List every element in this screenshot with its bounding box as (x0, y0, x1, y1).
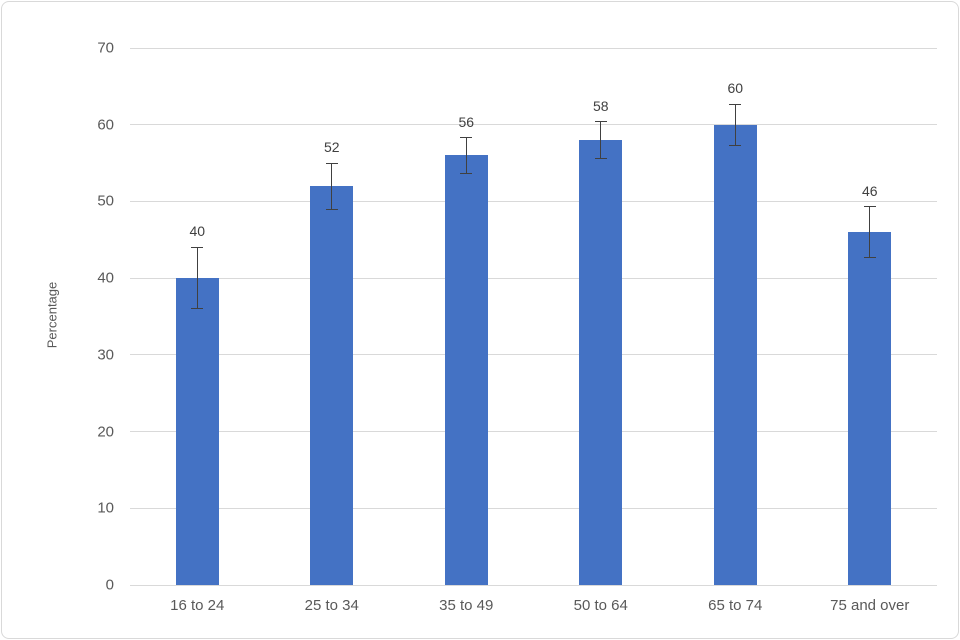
plot-area: 0 10 20 30 40 50 60 70 40 16 to 24 52 25 to 34 56 35 … (97, 41, 937, 614)
error-bar-line (196, 247, 198, 309)
gridline (130, 124, 937, 126)
y-tick-label: 10 (97, 499, 114, 517)
y-tick-label: 0 (105, 576, 114, 594)
data-label: 46 (861, 182, 878, 199)
error-bar-cap-top (191, 246, 204, 248)
y-tick-label: 30 (97, 346, 114, 364)
error-bar-cap-top (729, 103, 742, 105)
data-label: 56 (458, 113, 475, 130)
y-tick-label: 70 (97, 39, 114, 57)
y-tick-label: 40 (97, 269, 114, 287)
x-category-label: 75 and over (830, 597, 910, 614)
data-label: 60 (727, 80, 744, 96)
bar (175, 278, 219, 585)
bar (579, 140, 623, 585)
y-tick-label: 20 (97, 423, 114, 441)
x-category-label: 16 to 24 (170, 597, 225, 614)
gridline (130, 277, 937, 279)
error-bar-cap-top (460, 137, 473, 139)
gridline (130, 584, 937, 586)
error-bar-line (734, 104, 736, 146)
error-bar-line (331, 163, 333, 210)
data-label: 52 (323, 139, 340, 156)
gridline (130, 200, 937, 202)
error-bar-cap-top (325, 162, 338, 164)
y-axis-title: Percentage (44, 281, 60, 349)
error-bar-cap-top (594, 121, 607, 123)
bar (848, 232, 892, 585)
error-bar-cap-bottom (325, 208, 338, 210)
error-bar-line (465, 137, 467, 174)
error-bar-line (869, 206, 871, 258)
gridline (130, 507, 937, 509)
error-bar-line (600, 121, 602, 159)
error-bar-cap-bottom (729, 144, 742, 146)
gridline (130, 431, 937, 433)
data-label: 40 (189, 223, 206, 240)
gridline (130, 354, 937, 356)
bar (444, 155, 488, 585)
error-bar-cap-bottom (863, 256, 876, 258)
error-bar-cap-bottom (460, 172, 473, 174)
error-bar-cap-top (863, 206, 876, 208)
bar (310, 186, 354, 585)
y-tick-label: 50 (97, 192, 114, 210)
bar (713, 124, 757, 585)
x-category-label: 50 to 64 (573, 597, 628, 614)
x-category-label: 35 to 49 (439, 597, 494, 614)
data-label: 58 (592, 97, 609, 114)
error-bar-cap-bottom (191, 308, 204, 310)
error-bar-cap-bottom (594, 157, 607, 159)
x-category-label: 65 to 74 (708, 597, 763, 614)
gridline (130, 47, 937, 49)
x-category-label: 25 to 34 (304, 597, 359, 614)
y-tick-label: 60 (97, 116, 114, 134)
